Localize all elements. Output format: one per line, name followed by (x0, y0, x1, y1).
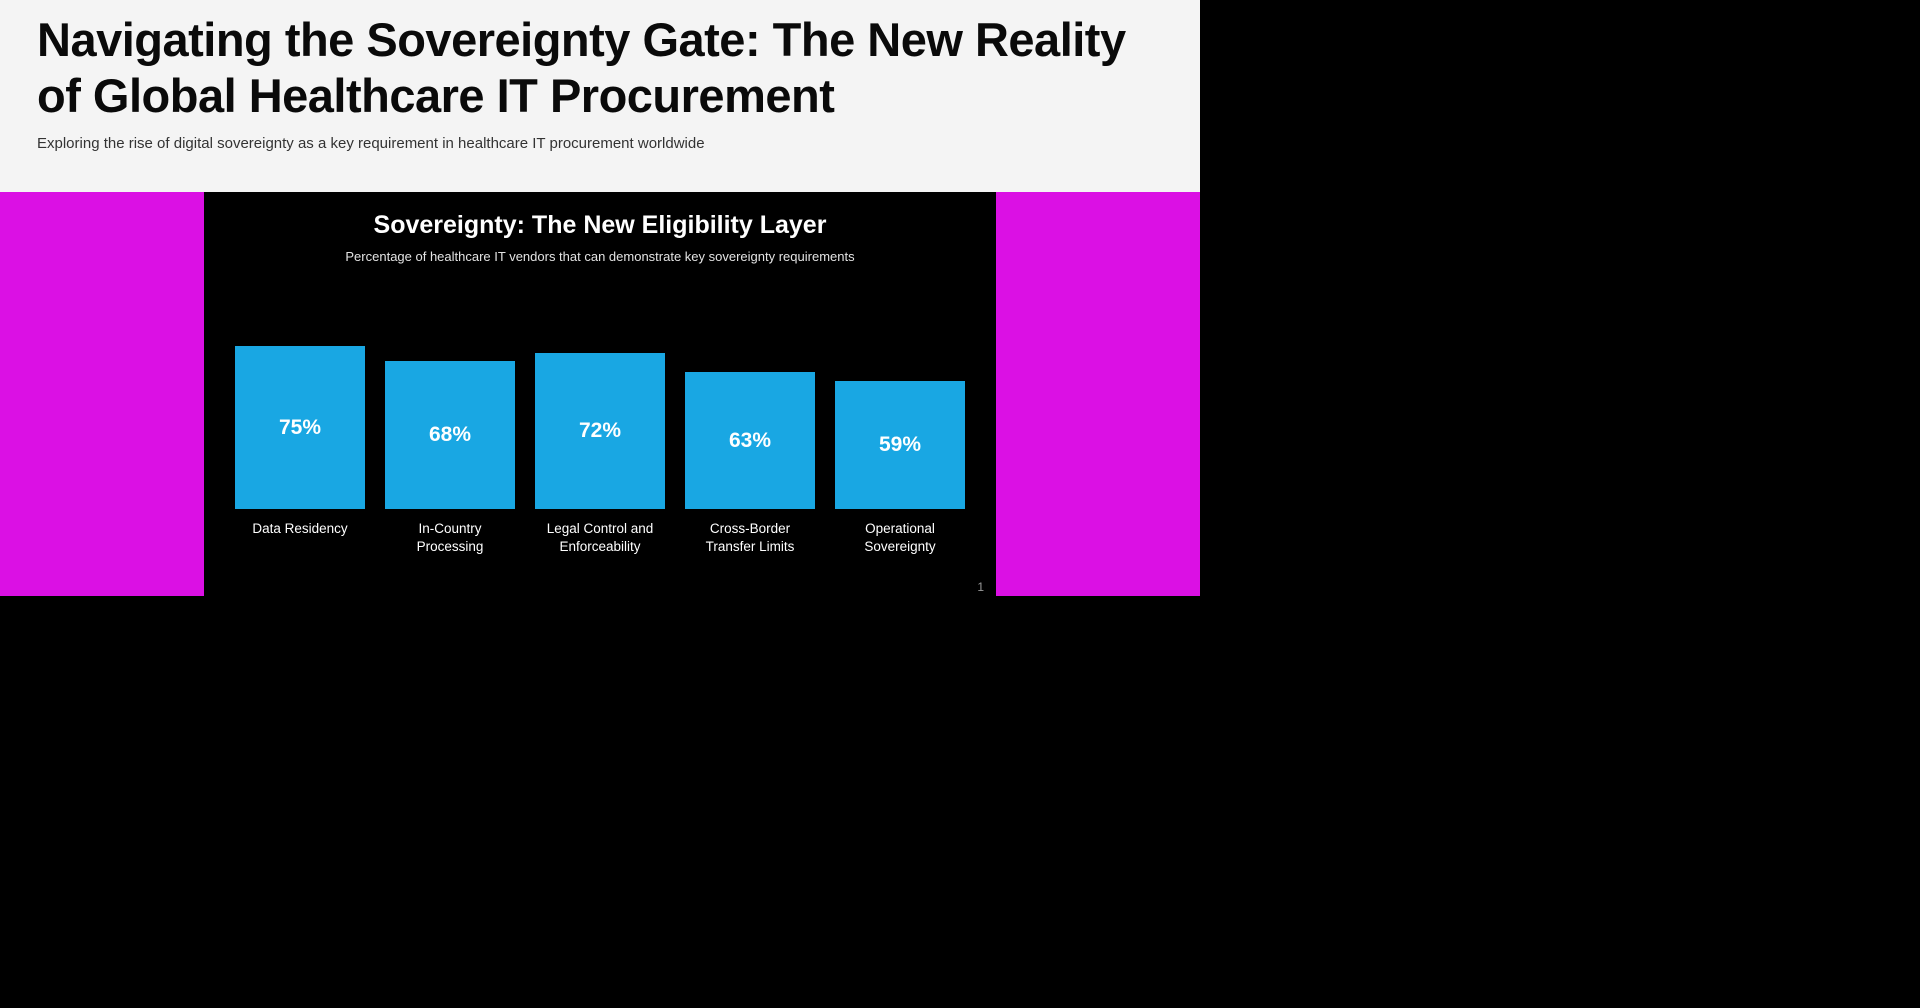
bar-value-label: 59% (878, 432, 922, 456)
bar-category-label: Legal Control and Enforceability (546, 521, 654, 554)
bar-column: 75% Data Residency (235, 292, 365, 556)
slide-canvas: Navigating the Sovereignty Gate: The New… (0, 0, 1200, 596)
bar-column: 72% Legal Control and Enforceability (535, 292, 665, 556)
bar-column: 68% In-Country Processing (385, 292, 515, 556)
bar-column: 63% Cross-Border Transfer Limits (685, 292, 815, 556)
chart-subtitle: Percentage of healthcare IT vendors that… (345, 249, 855, 264)
bar-value-label: 68% (428, 423, 472, 447)
bar-chart: 75% Data Residency 68% In-Country Processin… (235, 292, 965, 556)
bar-track: 72% (535, 292, 665, 509)
bar: 75% (235, 346, 365, 509)
page-number: 1 (977, 580, 984, 594)
bar: 59% (835, 380, 965, 509)
page-subtitle: Exploring the rise of digital sovereignt… (37, 134, 705, 152)
bar-value-label: 75% (278, 415, 322, 439)
bar-track: 75% (235, 292, 365, 509)
bar-category-label: Cross-Border Transfer Limits (705, 521, 795, 554)
bar: 63% (685, 372, 815, 509)
bar-category-label: In-Country Processing (416, 521, 484, 554)
bar: 68% (385, 361, 515, 509)
bar-track: 59% (835, 292, 965, 509)
right-accent-panel (996, 192, 1200, 596)
left-accent-panel (0, 192, 204, 596)
bar-value-label: 72% (578, 418, 622, 442)
bar-track: 63% (685, 292, 815, 509)
chart-area: Sovereignty: The New Eligibility Layer P… (204, 192, 996, 596)
bar-track: 68% (385, 292, 515, 509)
bar-column: 59% Operational Sovereignty (835, 292, 965, 556)
bar-value-label: 63% (728, 428, 772, 452)
chart-section: Sovereignty: The New Eligibility Layer P… (0, 192, 1200, 596)
header: Navigating the Sovereignty Gate: The New… (0, 0, 1200, 192)
page-title: Navigating the Sovereignty Gate: The New… (37, 13, 1126, 123)
chart-title: Sovereignty: The New Eligibility Layer (373, 211, 827, 239)
bar-category-label: Operational Sovereignty (864, 521, 936, 554)
bar: 72% (535, 352, 665, 509)
bar-category-label: Data Residency (252, 521, 348, 536)
